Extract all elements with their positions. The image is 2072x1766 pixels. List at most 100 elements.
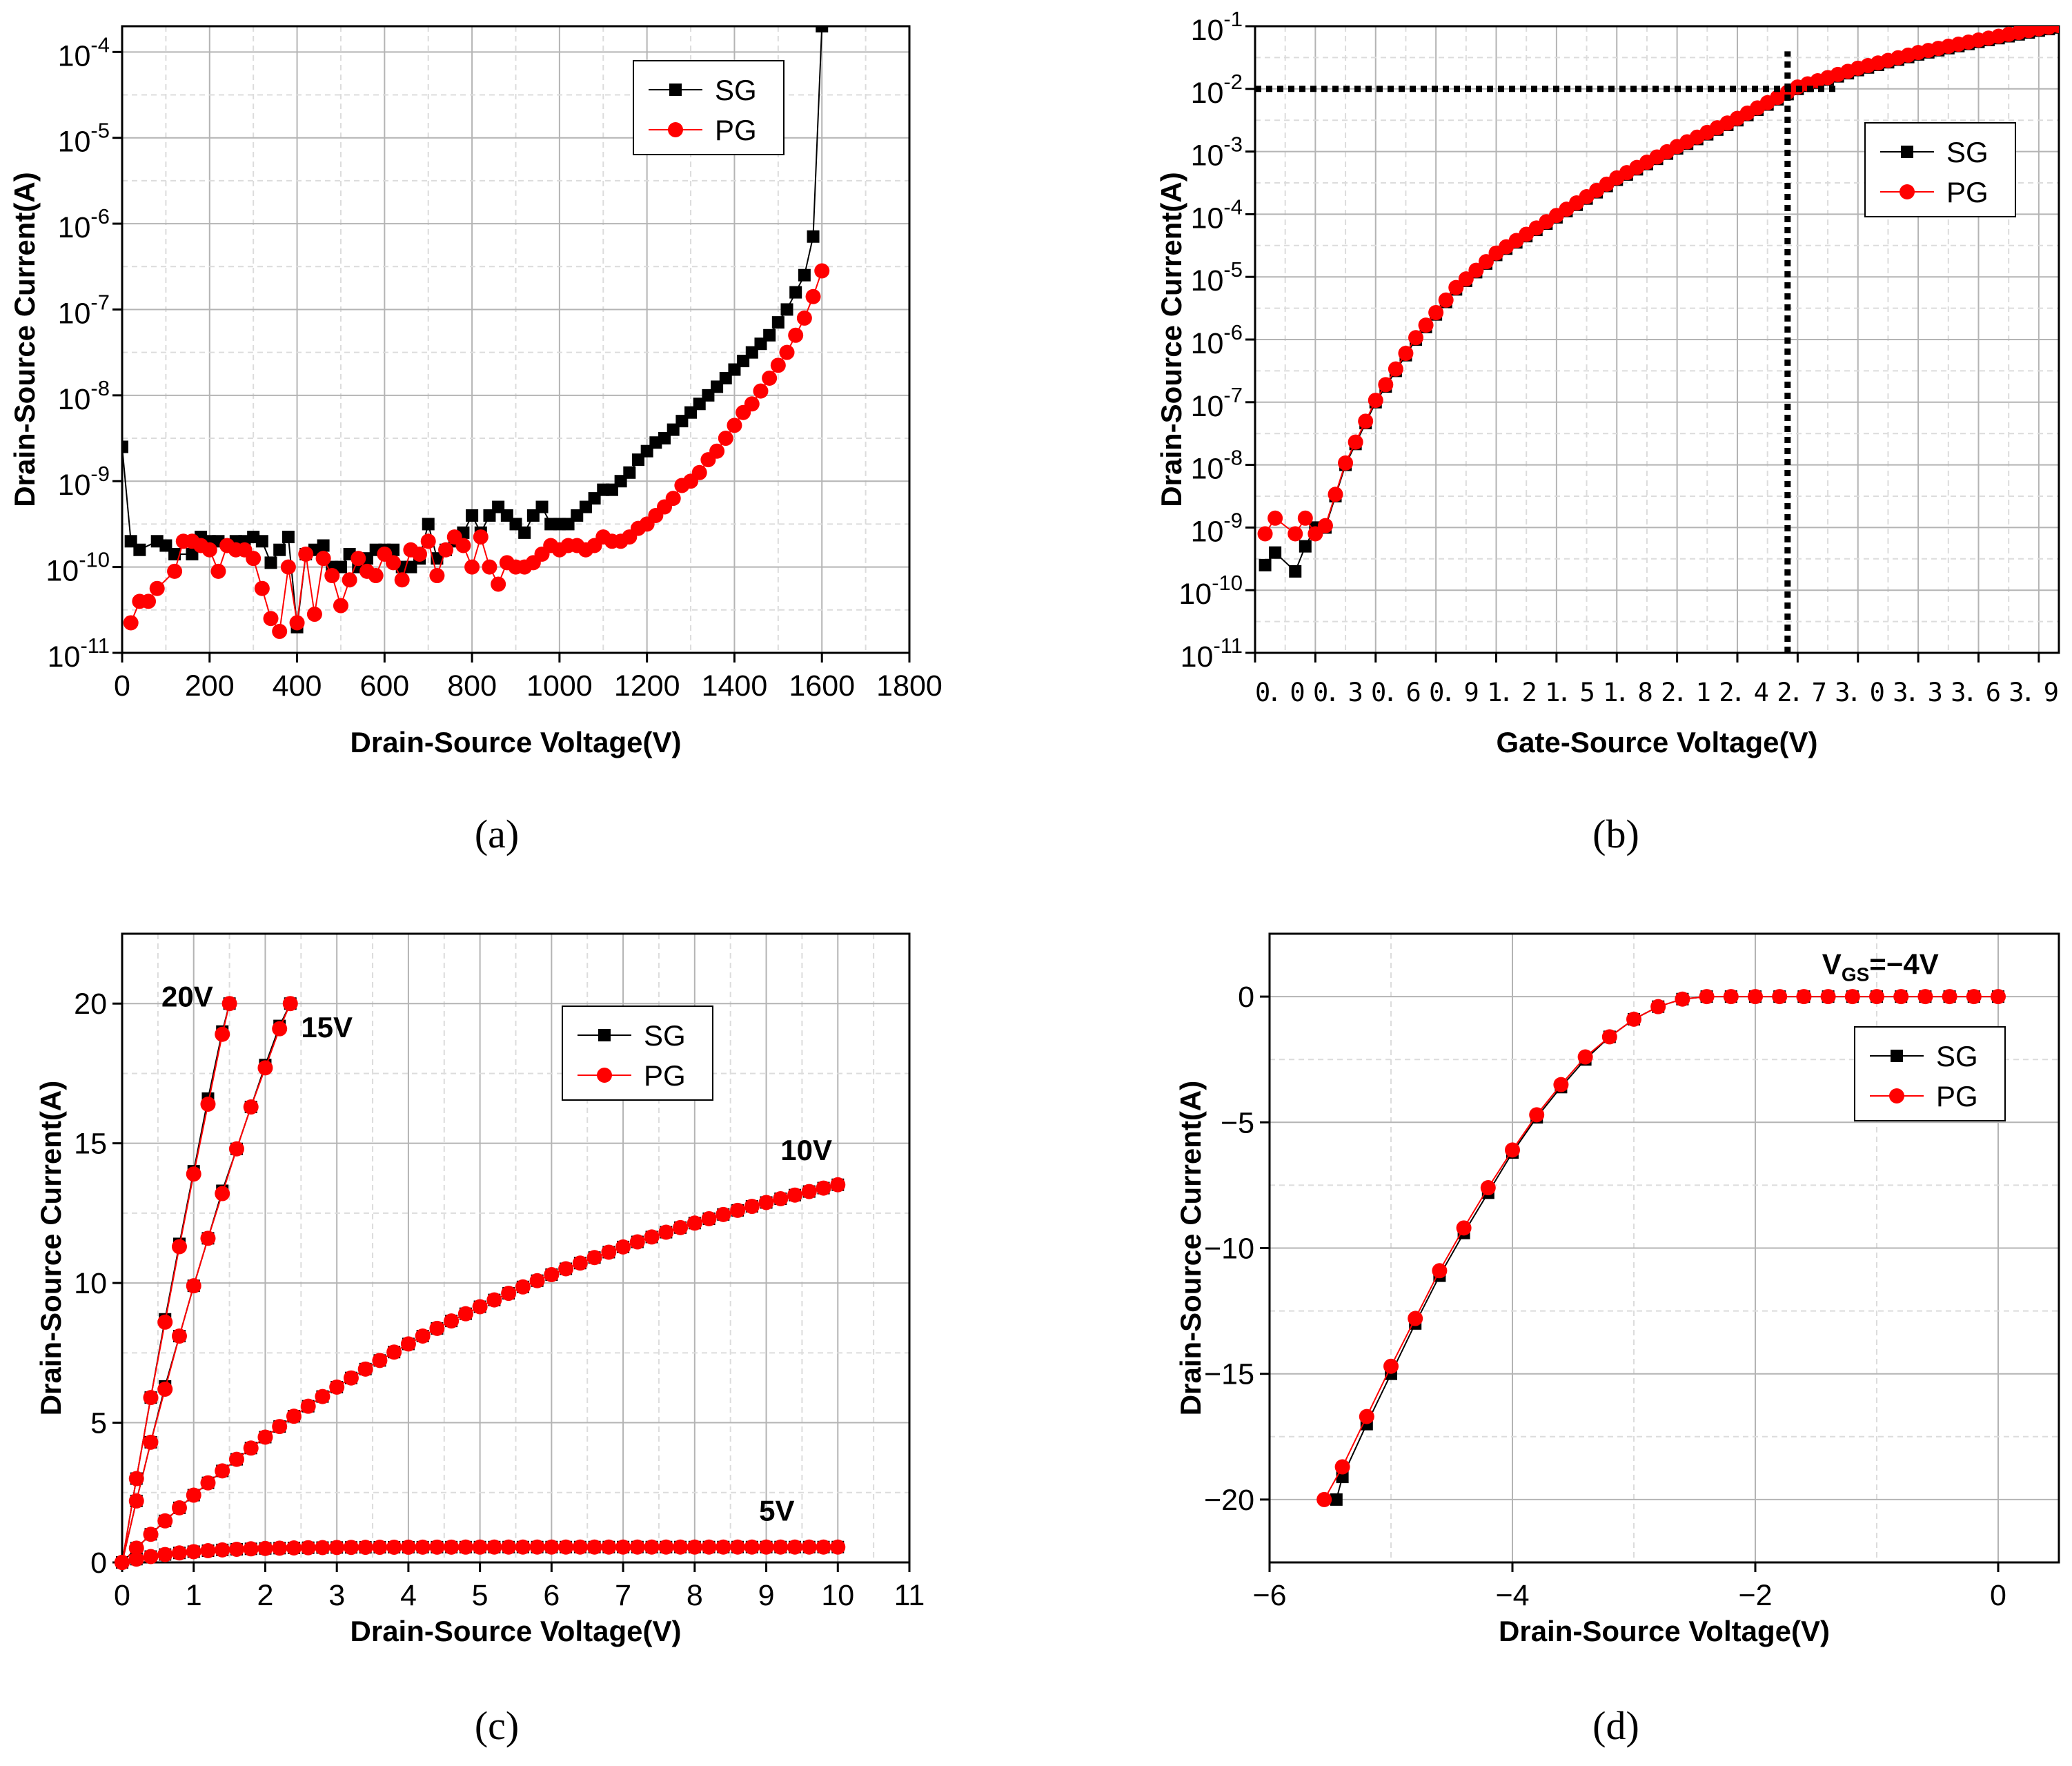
pg-series-point bbox=[386, 1539, 402, 1555]
pg-series-point bbox=[1942, 989, 1957, 1005]
pg-series-point bbox=[1478, 254, 1494, 270]
panel-a-chart: 0 200 400 600 800 1000 1200 1400 1600 1800 10-11 10… bbox=[8, 25, 943, 856]
y-tick-label: 10-6 bbox=[58, 204, 110, 244]
pg-series-point bbox=[157, 1381, 173, 1397]
pg-series-point bbox=[444, 1313, 460, 1329]
pg-series-point bbox=[1991, 989, 2006, 1005]
y-tick-label: 20 bbox=[74, 988, 107, 1021]
pg-series-point bbox=[1675, 991, 1690, 1007]
panel-c-chart: 0 1 2 3 4 5 6 7 8 9 10 11 0 5 10 15 20 Drain-Source Volta… bbox=[34, 932, 925, 1748]
sg-series-point bbox=[807, 230, 820, 243]
legend-pg-label: PG bbox=[715, 114, 757, 146]
x-tick-label: −4 bbox=[1495, 1579, 1529, 1612]
y-tick-label: 10 bbox=[74, 1267, 107, 1300]
pg-series-point bbox=[1368, 393, 1383, 409]
y-tick-label: 10-10 bbox=[1178, 571, 1243, 611]
pg-series-point bbox=[665, 491, 681, 507]
pg-series-point bbox=[357, 1540, 373, 1556]
pg-series-point bbox=[716, 1539, 731, 1555]
pg-series-point bbox=[658, 1224, 674, 1240]
pg-series-point bbox=[300, 1540, 316, 1556]
pg-series-point bbox=[687, 1215, 702, 1231]
pg-series-point bbox=[351, 551, 366, 567]
pg-series-point bbox=[1378, 377, 1394, 393]
panel-c-data bbox=[115, 996, 846, 1570]
pg-series-point bbox=[1408, 330, 1423, 346]
pg-series-point bbox=[482, 559, 497, 575]
pg-series-point bbox=[415, 1539, 431, 1555]
pg-series-point bbox=[572, 1539, 588, 1555]
pg-series-point bbox=[343, 1370, 359, 1386]
panel-caption: (b) bbox=[1592, 812, 1639, 856]
pg-series-point bbox=[280, 559, 296, 575]
pg-series-point bbox=[1348, 434, 1363, 450]
panel-caption: (d) bbox=[1592, 1703, 1639, 1748]
x-tick-label: 5 bbox=[472, 1579, 489, 1612]
y-tick-label: 10-9 bbox=[58, 462, 110, 502]
pg-series-point bbox=[200, 1096, 216, 1112]
pg-series-point bbox=[386, 1344, 402, 1360]
pg-series-point bbox=[171, 1500, 187, 1515]
pg-series-point bbox=[1432, 1263, 1448, 1279]
sg-series-point bbox=[422, 518, 435, 531]
pg-series-point bbox=[1772, 989, 1788, 1005]
pg-series-point bbox=[787, 1539, 803, 1555]
pg-series-point bbox=[629, 1234, 645, 1250]
pg-series-point bbox=[272, 623, 288, 639]
pg-series-point bbox=[501, 1539, 517, 1555]
x-tick-label: 7 bbox=[615, 1579, 631, 1612]
pg-series-point bbox=[615, 1239, 631, 1255]
pg-series-point bbox=[128, 1551, 144, 1567]
pg-series-point bbox=[257, 1060, 273, 1076]
sg-series-point bbox=[771, 316, 785, 329]
legend-box bbox=[633, 60, 785, 155]
plot-frame bbox=[121, 25, 911, 654]
y-tick-label: 10-6 bbox=[1191, 320, 1243, 360]
pg-series-point bbox=[1577, 1049, 1593, 1065]
pg-series-point bbox=[300, 1398, 316, 1414]
y-tick-label: 10-9 bbox=[1191, 508, 1243, 548]
sg-series-point bbox=[789, 286, 802, 299]
y-axis-title: Drain-Source Current(A) bbox=[34, 1081, 67, 1415]
sg-series-point bbox=[264, 556, 277, 569]
y-tick-label: 10-2 bbox=[1191, 70, 1243, 110]
y-tick-label: 0 bbox=[90, 1547, 107, 1580]
y-tick-label: 0 bbox=[1238, 981, 1254, 1014]
pg-series-point bbox=[221, 996, 237, 1012]
pg-series-point bbox=[709, 443, 725, 459]
sg-series-point bbox=[334, 560, 347, 573]
x-axis-title: Drain-Source Voltage(V) bbox=[351, 726, 682, 758]
pg-series-point bbox=[830, 1539, 846, 1555]
pg-series-point bbox=[1529, 1107, 1545, 1123]
pg-series-point bbox=[730, 1539, 746, 1555]
pg-series-point bbox=[472, 1299, 488, 1315]
legend-box bbox=[1864, 122, 2016, 217]
pg-series-point bbox=[472, 1539, 488, 1555]
x-tick-label: 4 bbox=[400, 1579, 417, 1612]
sg-series-point bbox=[317, 539, 330, 552]
pg-series-point bbox=[243, 1440, 259, 1456]
y-tick-label: −15 bbox=[1204, 1358, 1254, 1391]
pg-series-point bbox=[758, 1195, 774, 1210]
pg-series-point bbox=[762, 370, 778, 386]
pg-series-point bbox=[558, 1539, 574, 1555]
pg-series-point bbox=[394, 572, 410, 588]
pg-series-point bbox=[796, 310, 812, 326]
pg-series-point bbox=[1458, 271, 1474, 287]
pg-series-point bbox=[412, 546, 428, 562]
pg-series-point bbox=[730, 1202, 746, 1218]
pg-series-point bbox=[830, 1177, 846, 1193]
sg-series-point bbox=[518, 526, 531, 539]
pg-series-point bbox=[1917, 989, 1933, 1005]
sg-series-point bbox=[763, 328, 776, 342]
pg-series-point bbox=[289, 615, 305, 631]
pg-series-point bbox=[415, 1328, 431, 1344]
pg-series-point bbox=[691, 464, 707, 480]
pg-series-point bbox=[186, 1166, 201, 1182]
pg-series-point bbox=[544, 1266, 560, 1282]
y-axis-title: Drain-Source Current(A) bbox=[8, 172, 41, 507]
pg-series-point bbox=[128, 1493, 144, 1509]
pg-series-point bbox=[210, 563, 226, 579]
sg-series-point bbox=[535, 500, 549, 513]
